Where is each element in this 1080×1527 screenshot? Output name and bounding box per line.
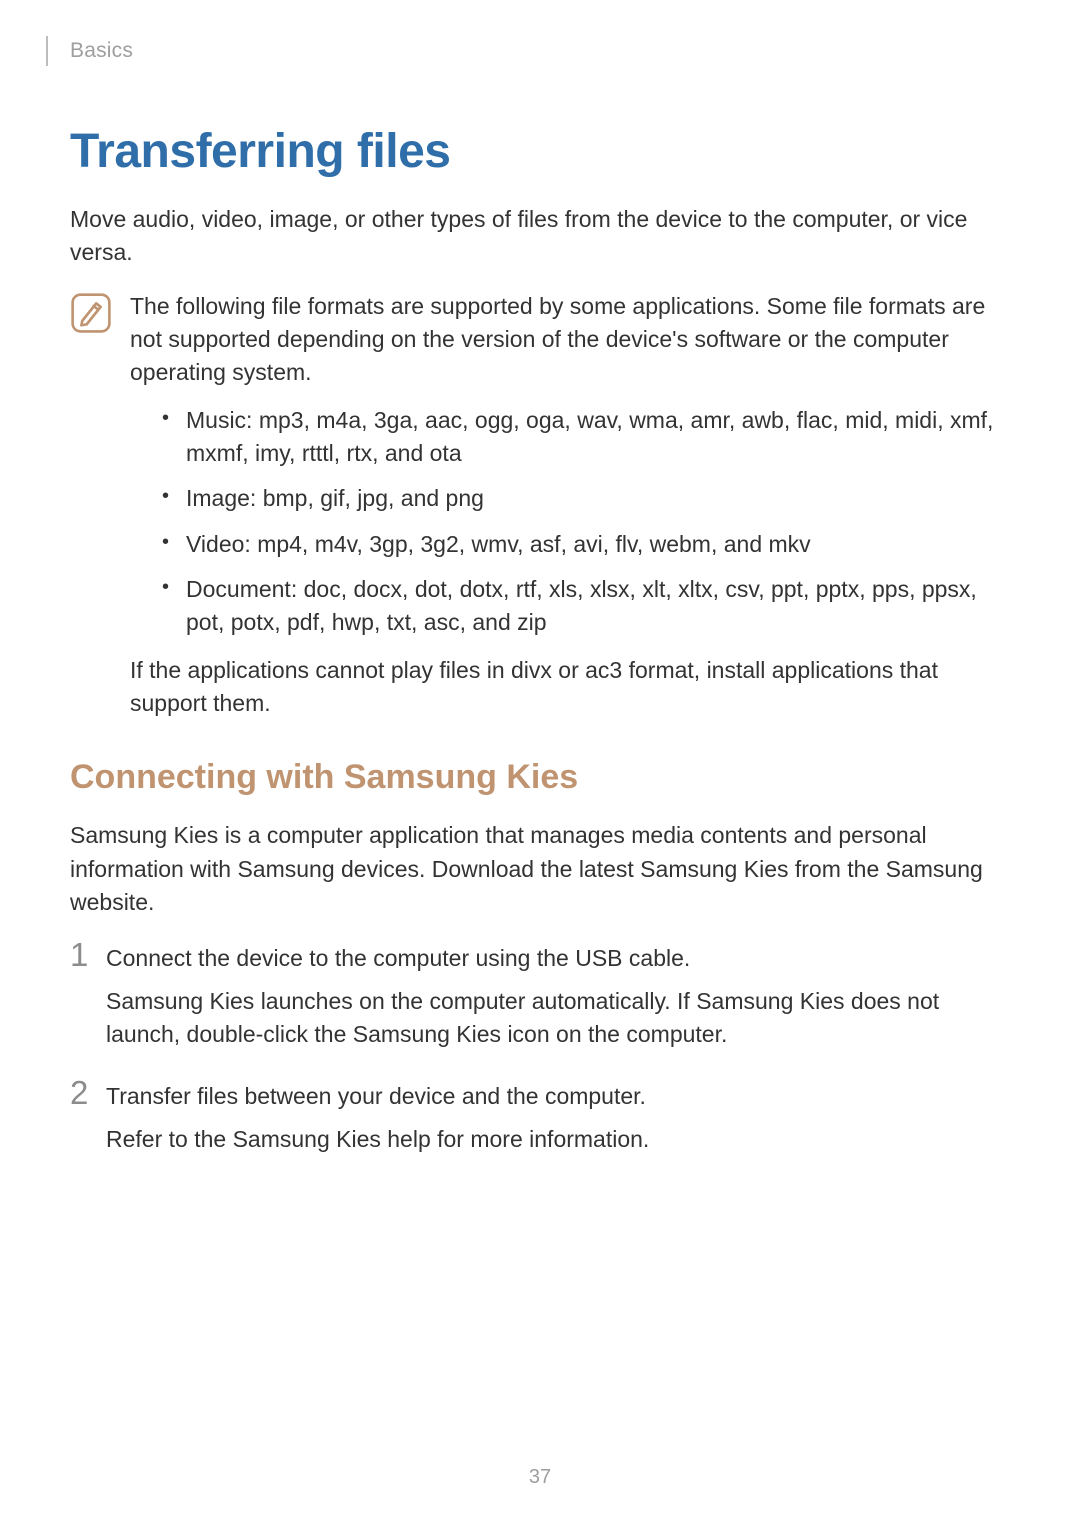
steps-list: Connect the device to the computer using…	[70, 942, 1010, 1157]
note-block: The following file formats are supported…	[70, 290, 1010, 721]
page-content: Basics Transferring files Move audio, vi…	[0, 0, 1080, 1156]
page-header: Basics	[70, 36, 1010, 66]
list-item: Video: mp4, m4v, 3gp, 3g2, wmv, asf, avi…	[162, 528, 1010, 561]
step-title: Transfer files between your device and t…	[106, 1080, 1010, 1113]
formats-list: Music: mp3, m4a, 3ga, aac, ogg, oga, wav…	[130, 404, 1010, 640]
note-icon	[70, 290, 112, 721]
list-item: Image: bmp, gif, jpg, and png	[162, 482, 1010, 515]
note-trail: If the applications cannot play files in…	[130, 654, 1010, 721]
intro-paragraph: Move audio, video, image, or other types…	[70, 203, 1010, 270]
list-item: Document: doc, docx, dot, dotx, rtf, xls…	[162, 573, 1010, 640]
step-desc: Refer to the Samsung Kies help for more …	[106, 1123, 1010, 1156]
page-title: Transferring files	[70, 124, 1010, 179]
step-item: Connect the device to the computer using…	[70, 942, 1010, 1052]
note-lead: The following file formats are supported…	[130, 290, 1010, 390]
section-heading: Connecting with Samsung Kies	[70, 758, 1010, 797]
page-number: 37	[0, 1466, 1080, 1489]
pencil-note-icon	[70, 292, 112, 334]
list-item: Music: mp3, m4a, 3ga, aac, ogg, oga, wav…	[162, 404, 1010, 471]
note-body: The following file formats are supported…	[130, 290, 1010, 721]
step-item: Transfer files between your device and t…	[70, 1080, 1010, 1157]
step-title: Connect the device to the computer using…	[106, 942, 1010, 975]
section-intro: Samsung Kies is a computer application t…	[70, 819, 1010, 919]
header-rule	[46, 36, 48, 66]
section-breadcrumb: Basics	[70, 39, 133, 63]
step-desc: Samsung Kies launches on the computer au…	[106, 985, 1010, 1052]
